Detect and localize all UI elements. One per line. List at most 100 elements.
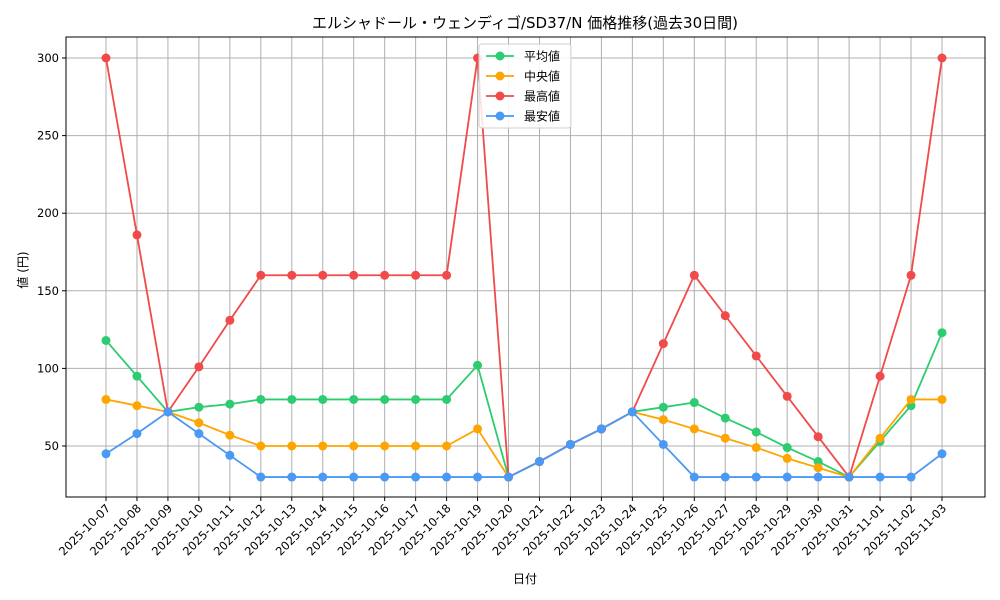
data-point [658, 402, 668, 412]
data-point [132, 230, 142, 240]
data-point [906, 270, 916, 280]
data-point [194, 402, 204, 412]
data-point [194, 429, 204, 439]
data-point [534, 457, 544, 467]
data-point [875, 433, 885, 443]
data-point [101, 449, 111, 459]
y-tick-label: 250 [37, 129, 59, 143]
data-point [504, 472, 514, 482]
data-point [411, 472, 421, 482]
data-point [380, 394, 390, 404]
data-point [875, 371, 885, 381]
data-point [380, 270, 390, 280]
data-point [442, 394, 452, 404]
data-point [813, 432, 823, 442]
legend-entry: 最高値 [524, 89, 560, 104]
data-point [751, 443, 761, 453]
data-point [318, 270, 328, 280]
data-point [256, 394, 266, 404]
data-point [256, 270, 266, 280]
data-point [689, 424, 699, 434]
data-point [287, 472, 297, 482]
data-point [782, 472, 792, 482]
legend-marker-icon [495, 51, 505, 61]
x-axis-label: 日付 [513, 572, 537, 586]
data-point [596, 424, 606, 434]
data-point [782, 443, 792, 453]
data-point [287, 270, 297, 280]
legend-marker-icon [495, 71, 505, 81]
data-point [225, 399, 235, 409]
legend-entry: 平均値 [524, 49, 560, 64]
data-point [937, 394, 947, 404]
chart-title: エルシャドール・ウェンディゴ/SD37/N 価格推移(過去30日間) [312, 14, 738, 32]
data-point [318, 472, 328, 482]
data-point [720, 433, 730, 443]
data-point [473, 360, 483, 370]
data-point [318, 441, 328, 451]
data-point [720, 413, 730, 423]
data-point [101, 335, 111, 345]
data-point [411, 441, 421, 451]
data-point [411, 394, 421, 404]
data-point [751, 351, 761, 361]
data-point [875, 472, 885, 482]
data-point [349, 394, 359, 404]
data-point [720, 472, 730, 482]
data-point [349, 472, 359, 482]
data-point [813, 472, 823, 482]
data-point [751, 472, 761, 482]
data-point [225, 315, 235, 325]
data-point [411, 270, 421, 280]
data-point [720, 311, 730, 321]
data-point [844, 472, 854, 482]
data-point [194, 362, 204, 372]
data-point [906, 472, 916, 482]
legend-entry: 最安値 [524, 109, 560, 124]
y-tick-label: 150 [37, 284, 59, 298]
data-point [349, 270, 359, 280]
data-point [132, 429, 142, 439]
series-line [101, 407, 947, 482]
data-point [380, 441, 390, 451]
legend-entry: 中央値 [524, 69, 560, 84]
data-point [565, 439, 575, 449]
data-point [658, 439, 668, 449]
y-axis-ticks: 50 100 150 200 250 300 [37, 51, 66, 453]
legend-marker-icon [495, 111, 505, 121]
data-point [937, 53, 947, 63]
y-tick-label: 100 [37, 361, 59, 375]
data-point [442, 441, 452, 451]
data-point [937, 449, 947, 459]
data-point [658, 339, 668, 349]
data-point [163, 407, 173, 417]
y-tick-label: 200 [37, 206, 59, 220]
data-point [132, 401, 142, 411]
data-point [689, 472, 699, 482]
data-point [782, 453, 792, 463]
plot-area-frame [65, 36, 986, 498]
legend-marker-icon [495, 91, 505, 101]
data-point [101, 53, 111, 63]
grid-lines [66, 37, 985, 497]
data-point [813, 463, 823, 473]
data-point [751, 427, 761, 437]
data-point [287, 394, 297, 404]
y-tick-label: 50 [44, 439, 59, 453]
data-point [225, 430, 235, 440]
data-point [813, 457, 823, 467]
data-point [782, 391, 792, 401]
data-point [442, 270, 452, 280]
y-tick-label: 300 [37, 51, 59, 65]
data-point [658, 415, 668, 425]
data-point [627, 407, 637, 417]
data-point [442, 472, 452, 482]
data-point [256, 441, 266, 451]
data-point [132, 371, 142, 381]
data-point [473, 472, 483, 482]
data-point [349, 441, 359, 451]
data-series [101, 53, 947, 482]
data-point [256, 472, 266, 482]
